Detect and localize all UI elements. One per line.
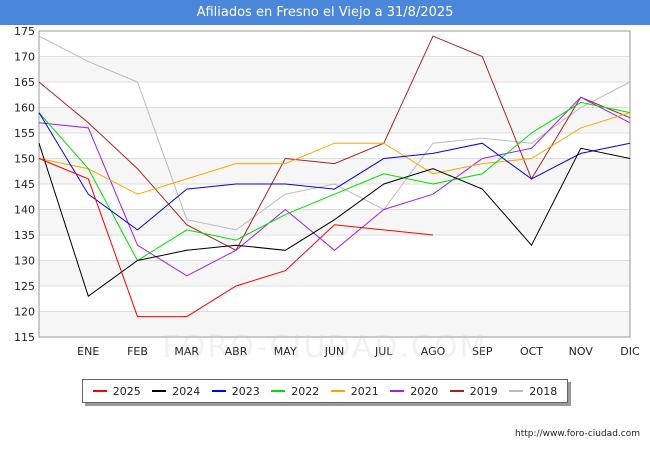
series-line-2021 [38,112,631,195]
y-tick-label: 160 [14,102,35,115]
x-tick-label: MAY [274,345,297,358]
legend-item-2019: 2019 [449,384,498,398]
legend-item-2021: 2021 [330,384,379,398]
y-tick-label: 150 [14,153,35,166]
plot-band [39,235,630,261]
x-tick-label: AGO [421,345,446,358]
y-tick-label: 120 [14,306,35,319]
plot-band [39,56,630,82]
legend-label: 2018 [529,384,558,398]
source-link[interactable]: http://www.foro-ciudad.com [515,429,640,439]
plot-band [39,107,630,133]
legend-item-2025: 2025 [92,384,141,398]
x-tick-label: DIC [620,345,640,358]
x-tick-label: SEP [472,345,493,358]
x-tick-label: JUN [324,345,345,358]
legend-label: 2020 [410,384,439,398]
y-tick-label: 165 [14,76,35,89]
legend-label: 2023 [231,384,260,398]
x-tick-label: OCT [520,345,543,358]
series-line-2024 [38,143,631,298]
y-tick-label: 175 [14,25,35,38]
x-tick-label: NOV [569,345,594,358]
legend-item-2023: 2023 [211,384,260,398]
legend-swatch [390,390,405,392]
legend-swatch [92,390,107,392]
legend-label: 2022 [291,384,320,398]
plot-band [39,311,630,337]
y-tick-label: 140 [14,204,35,217]
legend-item-2020: 2020 [390,385,438,398]
x-tick-label: ENE [77,345,99,358]
plot-band [39,209,630,235]
plot-band [39,260,630,286]
y-tick-label: 125 [14,280,35,293]
legend-label: 2024 [172,384,201,398]
y-tick-label: 145 [14,178,35,191]
plot-band [39,31,630,57]
x-tick-label: FEB [127,345,148,358]
legend-item-2024: 2024 [152,385,200,398]
legend-label: 2021 [350,384,379,398]
plot-band [39,82,630,108]
y-tick-label: 135 [14,229,35,242]
legend-swatch [330,390,345,392]
plot-band [39,286,630,312]
legend-item-2018: 2018 [509,385,557,398]
plot-band [39,184,630,210]
plot-band [39,133,630,159]
x-tick-label: JUL [374,345,393,358]
series-line-2018 [38,35,631,231]
legend-item-2022: 2022 [271,385,319,398]
y-tick-label: 155 [14,127,35,140]
plot-frame [38,30,631,338]
series-line-2020 [38,96,631,277]
chart-title: Afiliados en Fresno el Viejo a 31/8/2025 [0,0,650,25]
series-line-2023 [38,112,631,231]
x-tick-label: ABR [225,345,248,358]
legend-swatch [152,390,167,392]
x-tick-label: MAR [174,345,199,358]
legend-swatch [211,390,226,392]
legend-label: 2019 [469,384,498,398]
legend-swatch [271,390,286,392]
y-tick-label: 170 [14,51,35,64]
y-tick-label: 115 [14,331,35,344]
legend-swatch [509,390,524,392]
series-line-2025 [38,158,434,318]
legend: 2025 2024 2023 2022 2021 2020 2019 2018 [82,379,568,403]
legend-swatch [449,390,464,392]
y-tick-label: 130 [14,255,35,268]
legend-label: 2025 [112,384,141,398]
